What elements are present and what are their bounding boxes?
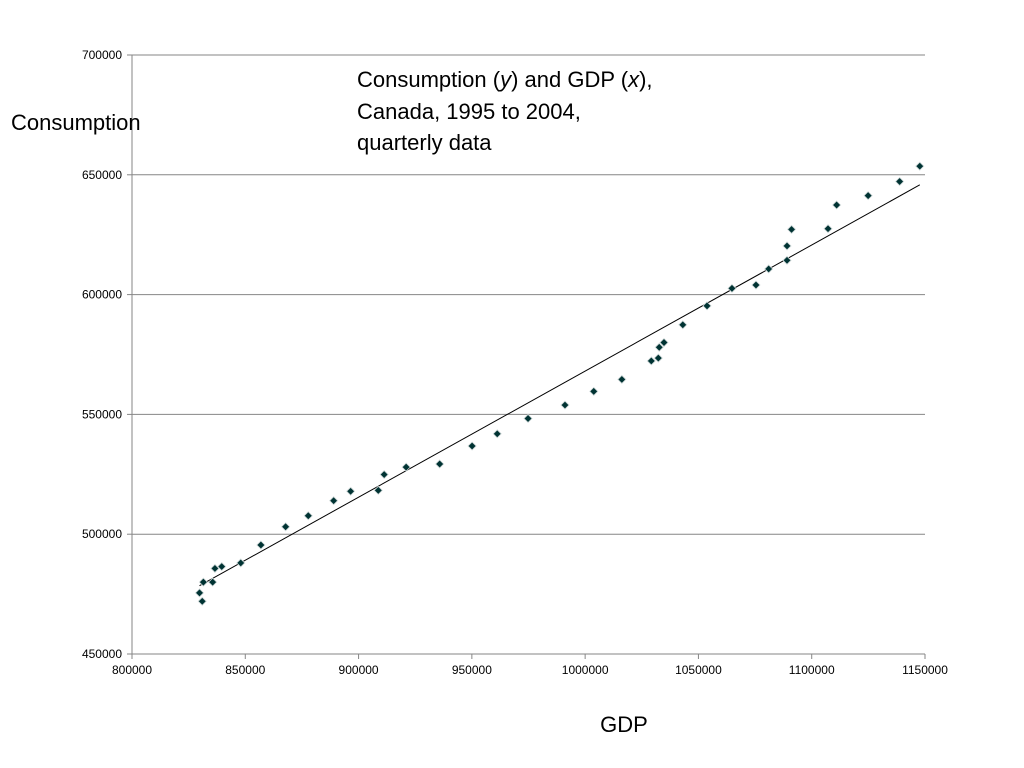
data-point — [654, 342, 664, 352]
x-tick-label: 950000 — [452, 663, 492, 677]
data-point — [727, 283, 737, 293]
data-point — [281, 522, 291, 532]
y-tick-label: 600000 — [82, 288, 122, 302]
chart-title-line-1: Consumption (y) and GDP (x), — [357, 67, 653, 92]
data-point — [659, 337, 669, 348]
chart-title-line-2: Canada, 1995 to 2004, — [357, 99, 581, 124]
data-point — [915, 161, 925, 171]
x-tick-label: 1150000 — [902, 663, 948, 677]
data-point — [197, 596, 207, 606]
data-point — [823, 224, 833, 234]
data-point — [210, 563, 220, 574]
x-tick-label: 1000000 — [562, 663, 609, 677]
data-point — [401, 462, 411, 472]
data-point — [523, 413, 533, 424]
y-axis-title: Consumption — [11, 110, 141, 135]
data-point — [782, 255, 792, 265]
data-point — [751, 280, 761, 290]
data-point — [560, 400, 570, 410]
data-point — [329, 496, 339, 506]
data-point — [782, 241, 792, 251]
data-point — [617, 374, 627, 384]
data-point — [208, 577, 218, 587]
data-points — [194, 161, 925, 606]
data-point — [895, 176, 905, 187]
data-point — [373, 485, 383, 495]
data-point — [198, 577, 208, 587]
data-point — [379, 469, 389, 480]
data-point — [646, 356, 656, 366]
y-tick-label: 700000 — [82, 48, 122, 62]
data-point — [236, 558, 246, 568]
chart-title-line-3: quarterly data — [357, 130, 492, 155]
data-point — [653, 353, 663, 363]
trendline — [199, 184, 921, 587]
x-axis-title: GDP — [600, 712, 648, 737]
x-tick-label: 900000 — [339, 663, 379, 677]
y-tick-label: 550000 — [82, 407, 122, 421]
x-tick-label: 850000 — [225, 663, 265, 677]
data-point — [863, 191, 873, 201]
data-point — [589, 386, 599, 396]
y-tick-label: 650000 — [82, 168, 122, 182]
x-tick-label: 1100000 — [789, 663, 835, 677]
data-point — [435, 459, 445, 469]
data-point — [467, 441, 477, 451]
data-point — [194, 588, 205, 598]
gridlines — [132, 54, 925, 655]
data-point — [492, 429, 502, 439]
y-axis-ticks: 450000 500000 550000 600000 650000 700000 — [82, 48, 132, 661]
y-tick-label: 450000 — [82, 647, 122, 661]
data-point — [217, 561, 227, 572]
data-point — [256, 540, 266, 550]
data-point — [786, 224, 797, 234]
data-point — [832, 200, 842, 210]
x-tick-label: 800000 — [112, 663, 152, 677]
data-point — [764, 264, 774, 274]
data-point — [303, 511, 313, 521]
x-tick-label: 1050000 — [675, 663, 722, 677]
x-axis-ticks: 800000 850000 900000 950000 1000000 1050000 11… — [112, 654, 948, 677]
y-tick-label: 500000 — [82, 527, 122, 541]
data-point — [346, 486, 356, 496]
data-point — [678, 320, 688, 330]
data-point — [702, 301, 712, 311]
